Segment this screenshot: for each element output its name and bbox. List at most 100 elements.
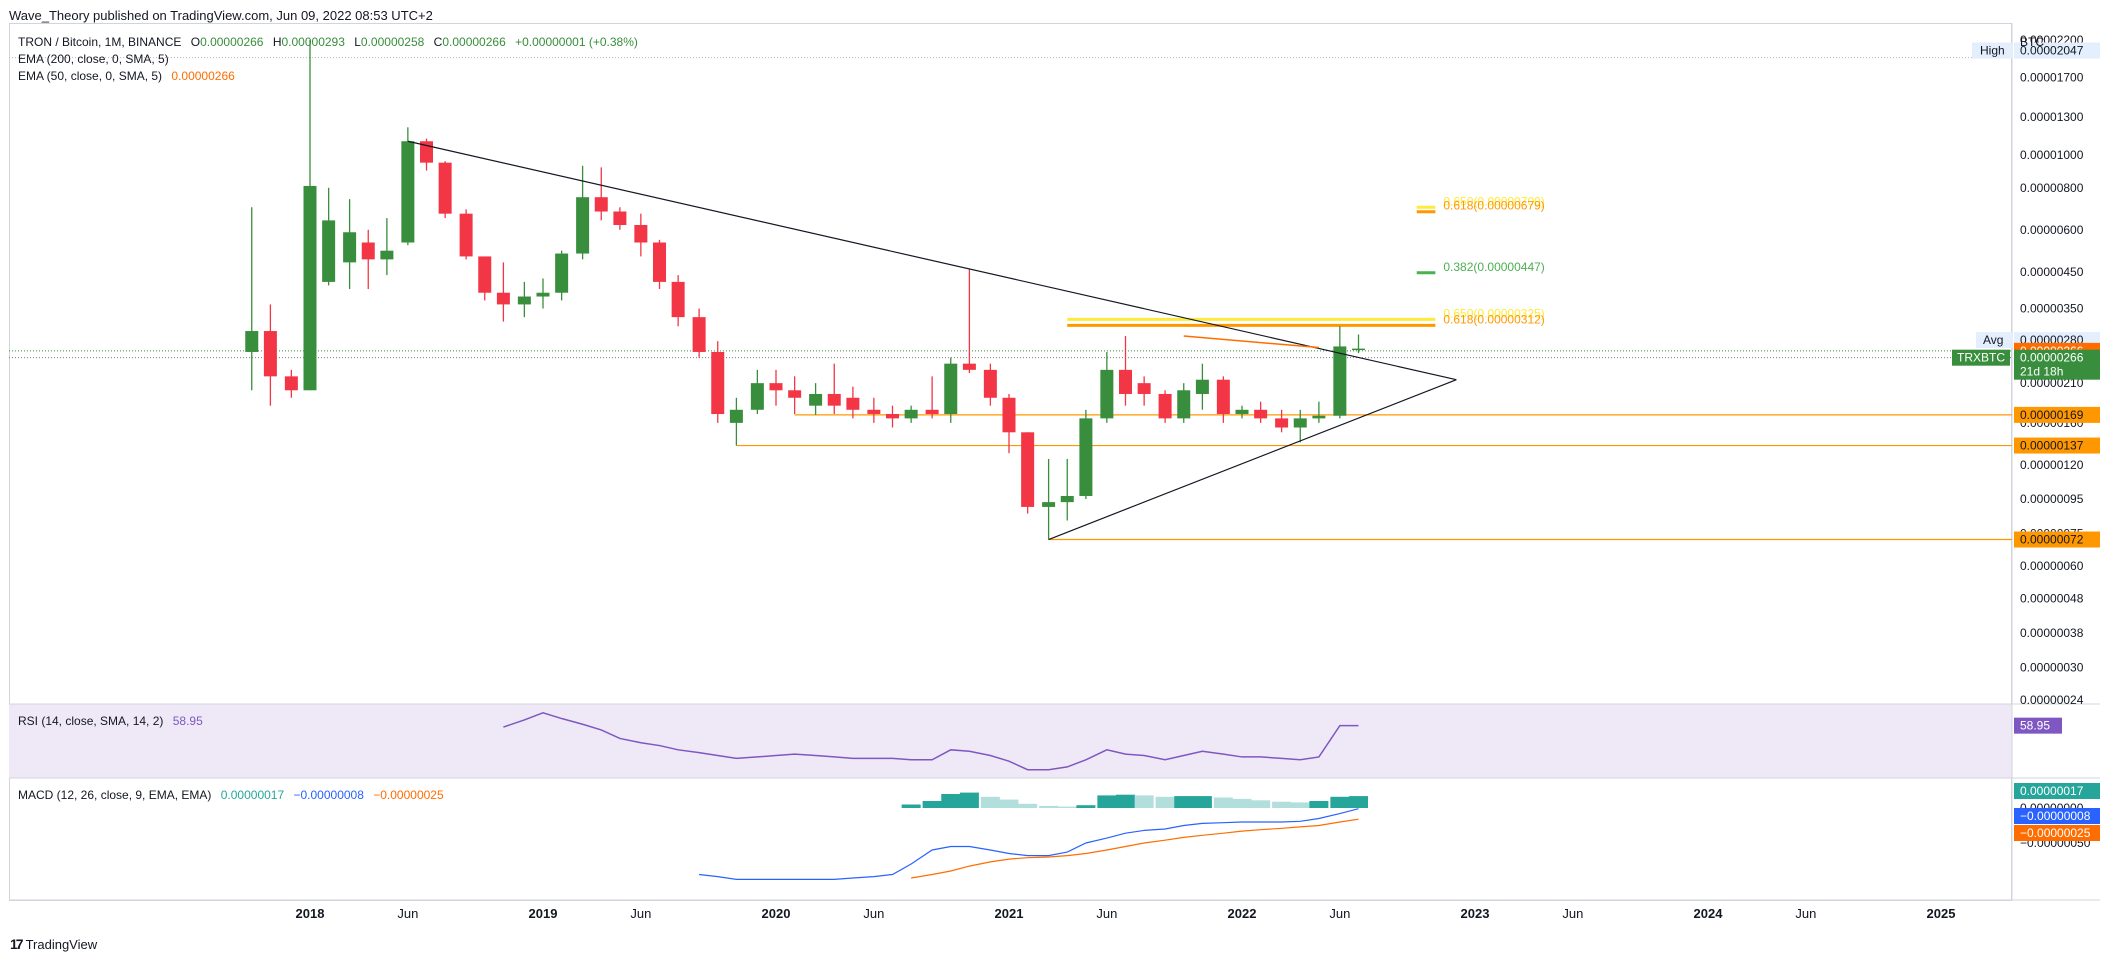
price-badge-label: 0.00000137 xyxy=(2020,439,2084,453)
macd-histogram-bar xyxy=(922,801,942,808)
ema200-legend[interactable]: EMA (200, close, 0, SMA, 5) xyxy=(18,52,169,66)
candle-body xyxy=(1293,418,1307,428)
candle-body xyxy=(613,211,627,226)
candle-body xyxy=(576,197,590,254)
triangle-trendline xyxy=(1048,379,1457,541)
candle-body xyxy=(401,141,415,243)
ohlc-high: H0.00000293 xyxy=(272,35,345,49)
candle-body xyxy=(343,232,357,263)
candle-body xyxy=(1100,369,1114,419)
y-tick-label: 0.00000600 xyxy=(2020,223,2084,237)
macd-histogram-bar xyxy=(999,799,1019,808)
ema50-line xyxy=(1183,335,1319,349)
macd-histogram-bar xyxy=(941,794,961,808)
candle-body xyxy=(284,376,298,391)
fib-level-label: 0.618(0.00000679) xyxy=(1443,199,1544,213)
symbol-name: TRON / Bitcoin, 1M, BINANCE xyxy=(18,35,182,49)
rsi-badge-label: 58.95 xyxy=(2020,719,2050,733)
macd-histogram-bar xyxy=(1057,806,1077,808)
y-tick-label: 0.00000060 xyxy=(2020,559,2084,573)
candle-body xyxy=(827,393,841,406)
macd-histogram-bar xyxy=(1155,796,1175,808)
fib-level-label: 0.382(0.00000447) xyxy=(1443,260,1544,274)
y-tick-label: 0.00000048 xyxy=(2020,592,2084,606)
avg-tag-label: Avg xyxy=(1983,333,2003,347)
candle-body xyxy=(1042,502,1056,507)
macd-histogram-bar xyxy=(1192,796,1212,808)
candle-body xyxy=(1352,348,1365,351)
candle-body xyxy=(692,317,706,352)
x-tick-label: 2025 xyxy=(1927,906,1956,921)
ohlc-open: O0.00000266 xyxy=(190,35,264,49)
candle-body xyxy=(1137,383,1151,394)
ema50-legend[interactable]: EMA (50, close, 0, SMA, 5) 0.00000266 xyxy=(18,69,235,83)
ohlc-change: +0.00000001 (+0.38%) xyxy=(515,35,638,49)
macd-badge-label: −0.00000025 xyxy=(2020,826,2091,840)
candle-body xyxy=(962,363,976,370)
candle-body xyxy=(361,242,375,260)
macd-badge-label: 0.00000017 xyxy=(2020,784,2084,798)
high-tag-label: High xyxy=(1980,44,2005,58)
y-tick-label: 0.00000800 xyxy=(2020,181,2084,195)
candle-body xyxy=(809,393,823,406)
macd-legend[interactable]: MACD (12, 26, close, 9, EMA, EMA) 0.0000… xyxy=(18,788,444,802)
candles-group xyxy=(245,40,1365,540)
fib-level-label: 0.650(0.00000325) xyxy=(1443,306,1544,320)
y-tick-label: 0.00000350 xyxy=(2020,302,2084,316)
candle-body xyxy=(380,250,394,260)
tradingview-logo[interactable]: 17 TradingView xyxy=(10,936,98,952)
candle-body xyxy=(303,185,317,391)
candle-body xyxy=(245,331,259,352)
x-tick-label: 2019 xyxy=(529,906,558,921)
macd-histogram-bar xyxy=(959,792,979,808)
macd-histogram-bar xyxy=(1272,801,1292,808)
macd-histogram-bar xyxy=(1290,802,1310,808)
candle-body xyxy=(1235,409,1249,415)
candle-body xyxy=(671,281,685,318)
x-tick-label: Jun xyxy=(1795,906,1816,921)
published-line: Wave_Theory published on TradingView.com… xyxy=(9,8,433,23)
macd-badge xyxy=(2014,808,2100,824)
x-tick-label: Jun xyxy=(863,906,884,921)
candle-body xyxy=(1021,432,1035,507)
candle-body xyxy=(1060,495,1074,503)
candle-body xyxy=(1333,346,1347,416)
candle-body xyxy=(983,369,997,398)
ohlc-close: C0.00000266 xyxy=(433,35,506,49)
legend-symbol-row: TRON / Bitcoin, 1M, BINANCE O0.00000266 … xyxy=(18,35,638,49)
symbol-tag-label: TRXBTC xyxy=(1957,351,2005,365)
candle-body xyxy=(438,162,452,214)
y-tick-label: 0.00000095 xyxy=(2020,492,2084,506)
x-tick-label: 2020 xyxy=(762,906,791,921)
signal-line xyxy=(911,818,1359,879)
macd-histogram-bar xyxy=(1134,795,1154,808)
x-tick-label: 2022 xyxy=(1228,906,1257,921)
macd-histogram-bar xyxy=(1349,796,1368,808)
price-badge xyxy=(2014,437,2100,454)
x-tick-label: Jun xyxy=(630,906,651,921)
candle-body xyxy=(711,351,725,415)
candle-body xyxy=(536,292,550,297)
high-tag xyxy=(1972,42,2012,59)
candle-body xyxy=(750,383,764,410)
candle-body xyxy=(944,363,958,415)
macd-histogram-bar xyxy=(1039,805,1059,808)
x-tick-label: Jun xyxy=(1562,906,1583,921)
candle-body xyxy=(1216,379,1230,415)
y-tick-label: 0.00000038 xyxy=(2020,626,2084,640)
price-badge xyxy=(2014,531,2100,548)
price-badge-label: 0.00000169 xyxy=(2020,408,2084,422)
rsi-badge xyxy=(2014,717,2062,734)
last-price-badge xyxy=(2014,349,2100,380)
symbol-tag xyxy=(1952,349,2010,366)
macd-histogram-bar xyxy=(1097,795,1117,808)
x-tick-label: 2024 xyxy=(1694,906,1724,921)
high-badge-label: 0.00002047 xyxy=(2020,44,2084,58)
candle-body xyxy=(1275,418,1289,428)
rsi-legend[interactable]: RSI (14, close, SMA, 14, 2) 58.95 xyxy=(18,714,203,728)
macd-histogram-bar xyxy=(1330,796,1350,808)
candle-body xyxy=(634,225,648,243)
candle-body xyxy=(1254,409,1268,419)
x-tick-label: Jun xyxy=(397,906,418,921)
